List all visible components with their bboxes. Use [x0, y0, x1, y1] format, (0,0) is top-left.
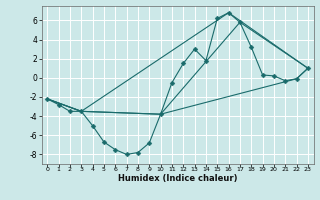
X-axis label: Humidex (Indice chaleur): Humidex (Indice chaleur)	[118, 174, 237, 183]
